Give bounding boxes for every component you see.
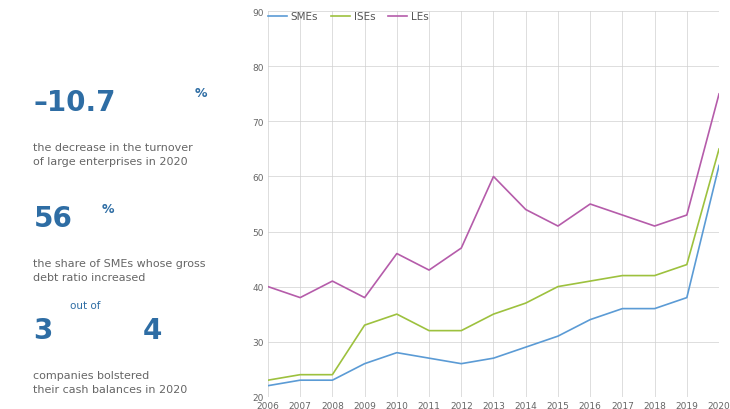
Text: the share of SMEs whose gross
debt ratio increased: the share of SMEs whose gross debt ratio… <box>34 258 206 282</box>
Text: 3: 3 <box>34 316 53 344</box>
Text: 56: 56 <box>34 204 72 232</box>
Legend: SMEs, ISEs, LEs: SMEs, ISEs, LEs <box>268 12 429 22</box>
Text: %: % <box>101 202 114 216</box>
Text: companies bolstered
their cash balances in 2020: companies bolstered their cash balances … <box>34 370 188 394</box>
Text: out of: out of <box>70 301 100 310</box>
Text: %: % <box>195 87 207 100</box>
Text: the decrease in the turnover
of large enterprises in 2020: the decrease in the turnover of large en… <box>34 143 193 167</box>
Text: 4: 4 <box>143 316 162 344</box>
Text: –10.7: –10.7 <box>34 89 116 117</box>
